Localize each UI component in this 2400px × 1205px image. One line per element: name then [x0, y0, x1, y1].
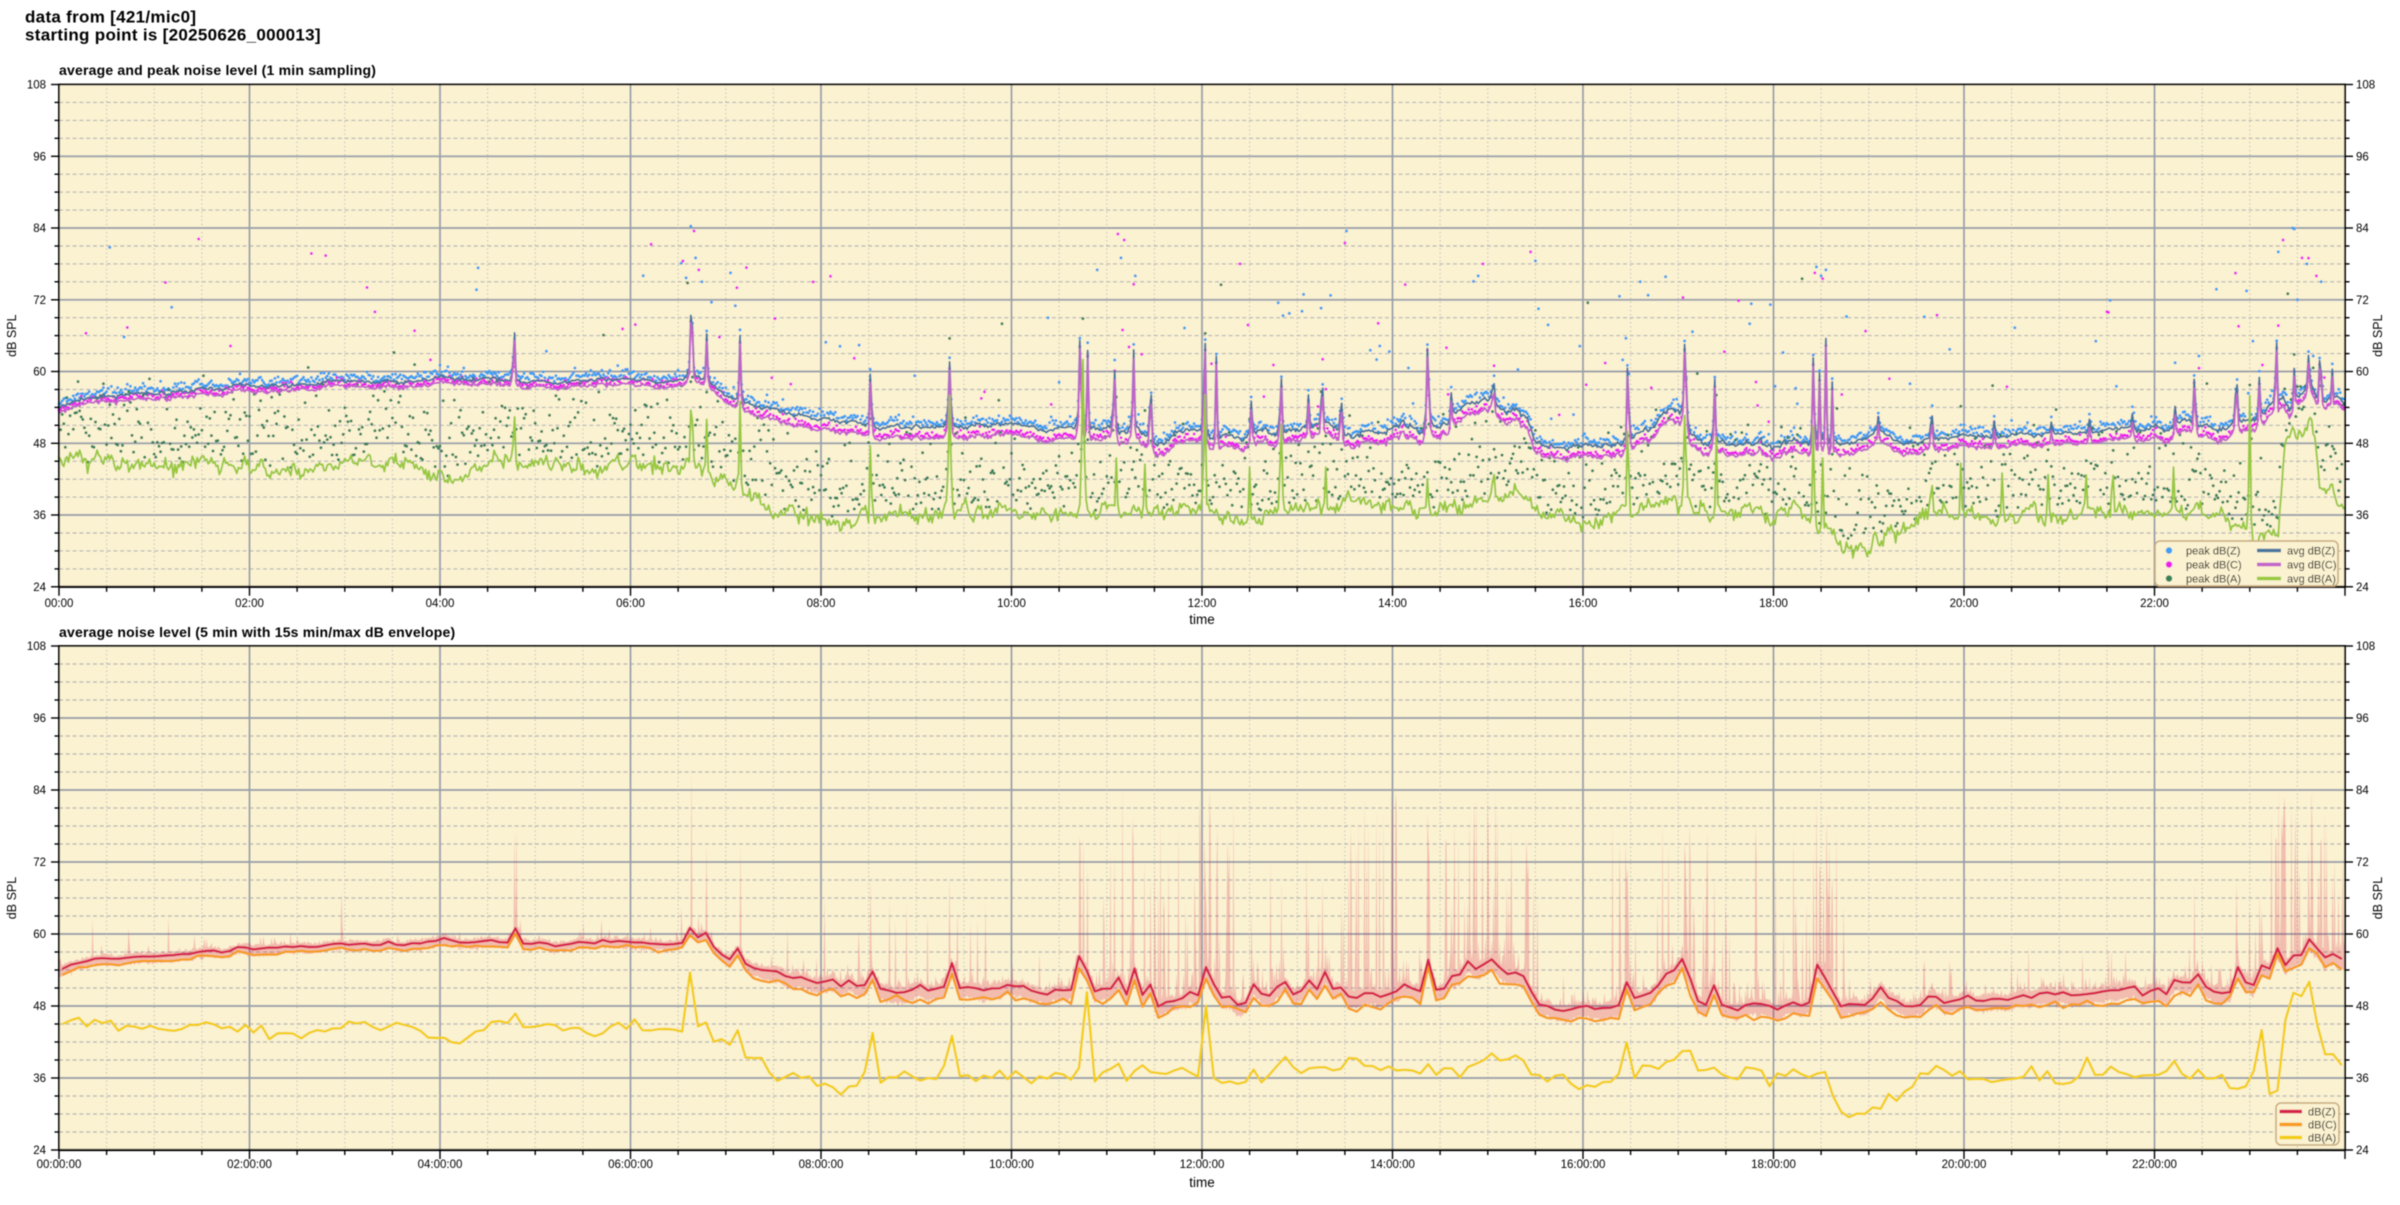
svg-text:peak dB(Z): peak dB(Z)	[2186, 546, 2240, 558]
svg-text:16:00:00: 16:00:00	[1561, 1159, 1606, 1171]
svg-text:dB SPL: dB SPL	[5, 314, 19, 356]
svg-text:average and peak noise level (: average and peak noise level (1 min samp…	[59, 62, 376, 78]
svg-text:60: 60	[33, 929, 46, 941]
svg-text:48: 48	[33, 1001, 46, 1013]
svg-text:02:00: 02:00	[235, 598, 264, 610]
svg-text:04:00: 04:00	[426, 598, 455, 610]
svg-text:18:00:00: 18:00:00	[1751, 1159, 1796, 1171]
svg-text:96: 96	[2356, 713, 2369, 725]
svg-text:16:00: 16:00	[1569, 598, 1598, 610]
svg-text:96: 96	[2356, 151, 2369, 163]
svg-text:dB SPL: dB SPL	[2371, 314, 2385, 356]
svg-text:72: 72	[33, 295, 46, 307]
svg-text:dB(Z): dB(Z)	[2308, 1107, 2336, 1119]
svg-text:72: 72	[2356, 857, 2369, 869]
svg-text:36: 36	[2356, 510, 2369, 522]
svg-text:18:00: 18:00	[1759, 598, 1788, 610]
svg-text:14:00:00: 14:00:00	[1370, 1159, 1415, 1171]
svg-text:36: 36	[33, 1073, 46, 1085]
svg-text:24: 24	[2356, 1145, 2369, 1157]
svg-text:36: 36	[33, 510, 46, 522]
svg-text:00:00: 00:00	[45, 598, 74, 610]
svg-text:06:00:00: 06:00:00	[608, 1159, 653, 1171]
svg-text:starting point is [20250626_00: starting point is [20250626_000013]	[25, 26, 321, 45]
svg-text:84: 84	[33, 785, 46, 797]
svg-text:22:00:00: 22:00:00	[2132, 1159, 2177, 1171]
svg-text:dB SPL: dB SPL	[5, 877, 19, 919]
svg-text:24: 24	[2356, 582, 2369, 594]
svg-text:data from [421/mic0]: data from [421/mic0]	[25, 8, 196, 27]
svg-text:60: 60	[33, 367, 46, 379]
svg-text:108: 108	[27, 641, 46, 653]
svg-text:10:00:00: 10:00:00	[989, 1159, 1034, 1171]
svg-text:84: 84	[2356, 785, 2369, 797]
svg-text:12:00: 12:00	[1188, 598, 1217, 610]
svg-text:avg dB(Z): avg dB(Z)	[2287, 546, 2335, 558]
svg-text:20:00: 20:00	[1950, 598, 1979, 610]
svg-text:time: time	[1189, 612, 1215, 627]
svg-text:60: 60	[2356, 367, 2369, 379]
svg-text:avg dB(C): avg dB(C)	[2287, 560, 2337, 572]
svg-text:peak dB(A): peak dB(A)	[2186, 574, 2241, 586]
svg-text:22:00: 22:00	[2140, 598, 2169, 610]
svg-text:60: 60	[2356, 929, 2369, 941]
svg-text:108: 108	[2356, 80, 2375, 92]
svg-text:10:00: 10:00	[997, 598, 1026, 610]
svg-text:06:00: 06:00	[616, 598, 645, 610]
svg-text:36: 36	[2356, 1073, 2369, 1085]
svg-text:02:00:00: 02:00:00	[227, 1159, 272, 1171]
svg-text:20:00:00: 20:00:00	[1942, 1159, 1987, 1171]
svg-text:48: 48	[2356, 1001, 2369, 1013]
svg-text:108: 108	[2356, 641, 2375, 653]
svg-text:avg dB(A): avg dB(A)	[2287, 574, 2336, 586]
svg-text:14:00: 14:00	[1378, 598, 1407, 610]
svg-text:24: 24	[33, 582, 46, 594]
svg-text:24: 24	[33, 1145, 46, 1157]
svg-text:04:00:00: 04:00:00	[418, 1159, 463, 1171]
svg-text:time: time	[1189, 1175, 1215, 1190]
svg-text:08:00:00: 08:00:00	[799, 1159, 844, 1171]
svg-text:00:00:00: 00:00:00	[37, 1159, 82, 1171]
svg-text:72: 72	[2356, 295, 2369, 307]
svg-text:12:00:00: 12:00:00	[1180, 1159, 1225, 1171]
svg-text:96: 96	[33, 713, 46, 725]
svg-text:dB(A): dB(A)	[2308, 1133, 2336, 1145]
svg-text:dB(C): dB(C)	[2308, 1120, 2337, 1132]
svg-text:72: 72	[33, 857, 46, 869]
svg-text:08:00: 08:00	[807, 598, 836, 610]
svg-text:48: 48	[2356, 438, 2369, 450]
svg-text:108: 108	[27, 80, 46, 92]
svg-text:48: 48	[33, 438, 46, 450]
svg-text:96: 96	[33, 151, 46, 163]
svg-text:84: 84	[2356, 223, 2369, 235]
svg-text:average noise level (5 min wit: average noise level (5 min with 15s min/…	[59, 624, 455, 640]
svg-text:peak dB(C): peak dB(C)	[2186, 560, 2242, 572]
svg-text:dB SPL: dB SPL	[2371, 877, 2385, 919]
svg-text:84: 84	[33, 223, 46, 235]
